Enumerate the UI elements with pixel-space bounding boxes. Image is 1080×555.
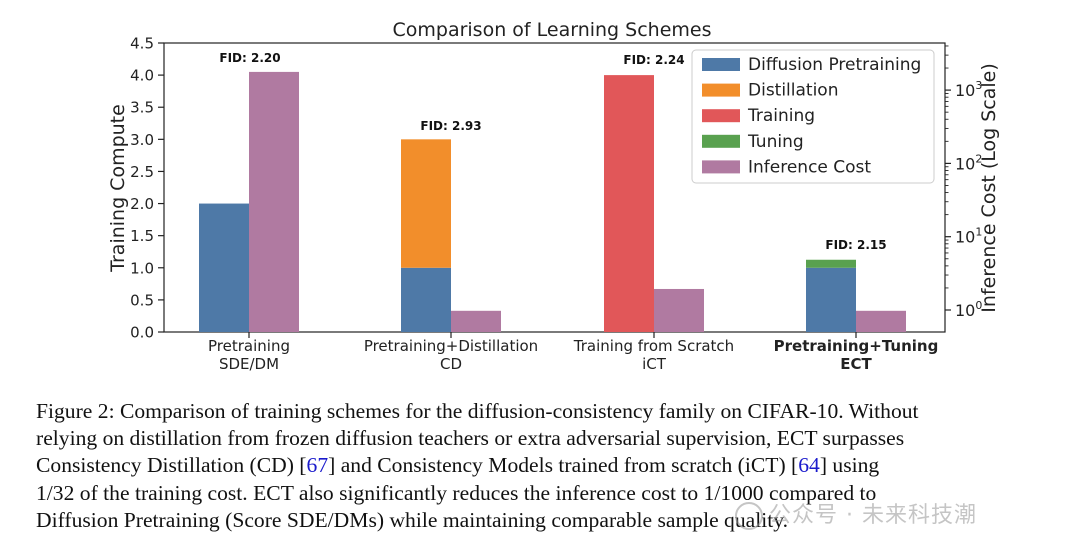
x-category-sublabel: SDE/DM bbox=[219, 355, 279, 373]
legend-label: Distillation bbox=[748, 81, 839, 101]
legend-swatch bbox=[702, 109, 740, 123]
fid-annotation: FID: 2.24 bbox=[623, 53, 684, 67]
y-tick-label-left: 3.5 bbox=[130, 99, 154, 117]
y-tick-label-left: 0.5 bbox=[130, 291, 154, 309]
y-tick-label-right: 103 bbox=[955, 79, 982, 100]
caption-text: ] and Consistency Models trained from sc… bbox=[328, 453, 799, 478]
watermark-text: 公众号 · 未来科技潮 bbox=[769, 503, 977, 528]
legend-label: Training bbox=[747, 106, 815, 126]
left-axis: 0.0 0.5 1.0 1.5 2.0 2.5 3.0 3.5 4.0 4.5 bbox=[130, 35, 164, 342]
bar-inference-cost bbox=[451, 310, 501, 332]
y-tick-label-right: 102 bbox=[955, 152, 982, 173]
bars bbox=[199, 71, 906, 333]
x-category-sublabel: CD bbox=[440, 355, 462, 373]
fid-annotation: FID: 2.20 bbox=[219, 51, 280, 65]
bar-inference-cost bbox=[249, 71, 299, 333]
x-category-sublabel: ECT bbox=[840, 355, 872, 373]
legend-swatch bbox=[702, 83, 740, 97]
legend-box bbox=[691, 49, 935, 184]
x-category-label: Pretraining+Tuning bbox=[774, 337, 939, 355]
y-tick-label-left: 4.0 bbox=[130, 67, 154, 85]
y-tick-label-left: 3.0 bbox=[130, 131, 154, 149]
legend-swatch bbox=[702, 58, 740, 71]
bar-diffusion-pretraining bbox=[199, 203, 249, 332]
y-tick-label-left: 4.5 bbox=[130, 35, 154, 53]
caption-line-2: relying on distillation from frozen diff… bbox=[36, 426, 905, 451]
plot-frame bbox=[163, 42, 946, 333]
citation-link[interactable]: 64 bbox=[798, 453, 820, 478]
y-tick-label-left: 1.5 bbox=[130, 227, 154, 245]
legend-swatch bbox=[702, 134, 740, 148]
bar-diffusion-pretraining bbox=[806, 267, 856, 332]
y-tick-label-left: 1.0 bbox=[130, 259, 154, 277]
y-axis-label-left: Training Compute bbox=[107, 104, 129, 273]
y-tick-label-left: 2.0 bbox=[130, 195, 154, 213]
legend-label: Inference Cost bbox=[748, 157, 871, 177]
citation-link[interactable]: 67 bbox=[306, 453, 329, 478]
y-tick-label-right: 101 bbox=[955, 226, 982, 247]
wechat-icon bbox=[735, 502, 763, 530]
caption-line-1: Figure 2: Comparison of training schemes… bbox=[36, 399, 919, 423]
chart-title: Comparison of Learning Schemes bbox=[392, 19, 711, 41]
fid-annotations: FID: 2.20 FID: 2.93 FID: 2.24 FID: 2.15 bbox=[219, 51, 886, 252]
chart: Comparison of Learning Schemes 0.0 0.5 1.0… bbox=[107, 19, 1000, 373]
legend-label: Tuning bbox=[747, 132, 804, 152]
caption-line-5: Diffusion Pretraining (Score SDE/DMs) wh… bbox=[36, 507, 789, 532]
bar-inference-cost bbox=[654, 288, 704, 332]
legend-swatch bbox=[702, 160, 740, 174]
bar-distillation bbox=[401, 139, 451, 268]
caption-text: Consistency Distillation (CD) [ bbox=[36, 453, 307, 478]
figure-caption: Figure 2: Comparison of training schemes… bbox=[36, 398, 1046, 534]
fid-annotation: FID: 2.93 bbox=[420, 119, 481, 133]
y-tick-label-left: 2.5 bbox=[130, 163, 154, 181]
caption-line-4: 1/32 of the training cost. ECT also sign… bbox=[36, 480, 877, 505]
right-axis: 100 101 102 103 bbox=[945, 45, 982, 320]
caption-line-3: Consistency Distillation (CD) [67] and C… bbox=[36, 452, 1046, 479]
bar-inference-cost bbox=[856, 310, 906, 332]
y-tick-label-right: 100 bbox=[955, 299, 982, 320]
bar-tuning bbox=[806, 259, 856, 268]
legend: Diffusion Pretraining Distillation Trainin… bbox=[691, 49, 935, 184]
x-category-sublabel: iCT bbox=[642, 355, 667, 373]
watermark: 公众号 · 未来科技潮 bbox=[735, 497, 977, 530]
bar-training bbox=[604, 75, 654, 332]
x-category-label: Pretraining bbox=[208, 337, 290, 355]
x-category-label: Pretraining+Distillation bbox=[364, 337, 538, 355]
caption-text: ] using bbox=[819, 453, 880, 478]
y-tick-label-left: 0.0 bbox=[130, 324, 154, 342]
legend-label: Diffusion Pretraining bbox=[748, 55, 921, 75]
y-axis-label-right: Inference Cost (Log Scale) bbox=[978, 63, 1000, 313]
bar-diffusion-pretraining bbox=[401, 267, 451, 332]
x-category-label: Training from Scratch bbox=[573, 337, 734, 355]
fid-annotation: FID: 2.15 bbox=[825, 238, 886, 252]
